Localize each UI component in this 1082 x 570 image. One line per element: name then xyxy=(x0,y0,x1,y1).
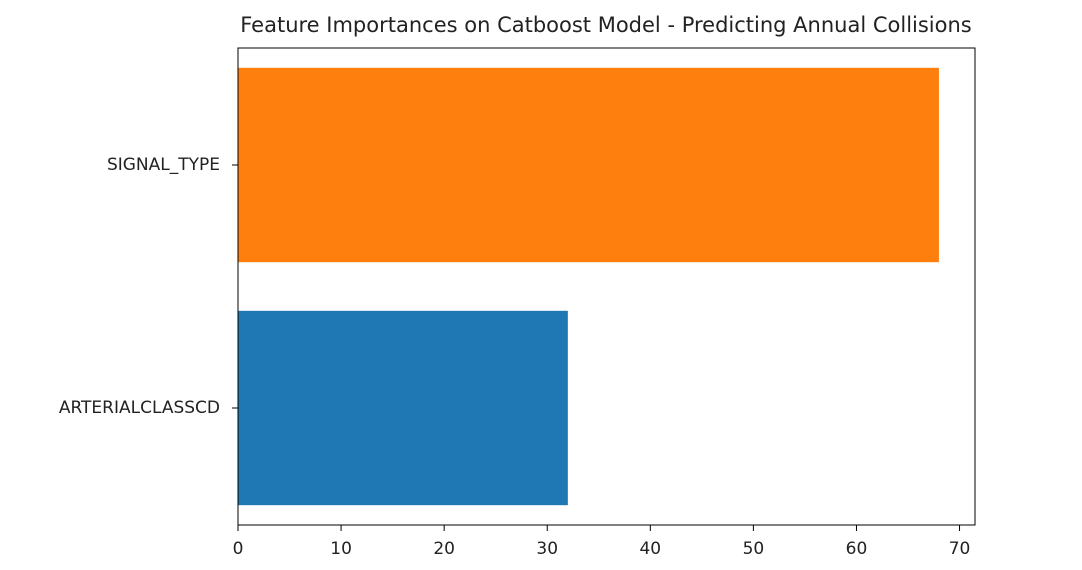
x-tick-label: 50 xyxy=(743,539,765,559)
x-tick-label: 70 xyxy=(949,539,971,559)
x-tick-label: 10 xyxy=(330,539,352,559)
plot-frame xyxy=(237,47,976,526)
y-tick-label: SIGNAL_TYPE xyxy=(107,155,220,175)
x-tick-label: 20 xyxy=(433,539,455,559)
x-tick-label: 0 xyxy=(233,539,244,559)
x-tick-label: 30 xyxy=(536,539,558,559)
x-tick-label: 40 xyxy=(639,539,661,559)
bar xyxy=(238,310,568,506)
x-tick-label: 60 xyxy=(846,539,868,559)
bar xyxy=(238,67,939,263)
chart-title: Feature Importances on Catboost Model - … xyxy=(240,13,971,37)
y-tick-label: ARTERIALCLASSCD xyxy=(59,398,220,418)
